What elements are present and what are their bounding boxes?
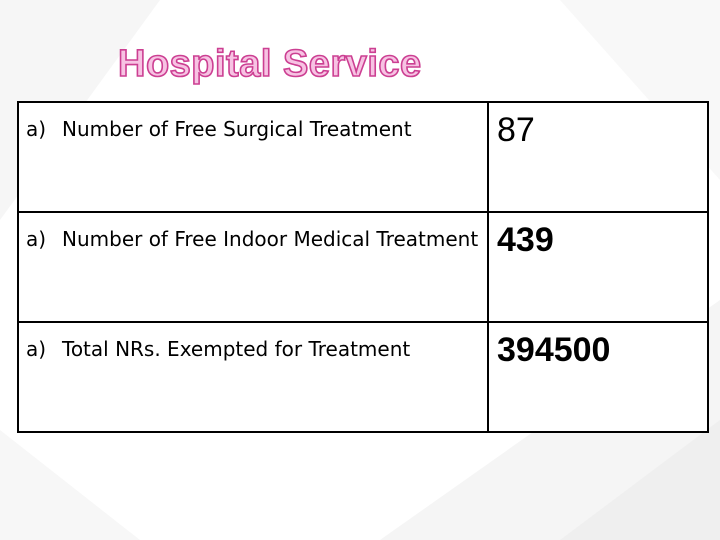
list-marker: a): [26, 337, 47, 361]
row-value-cell: 394500: [487, 321, 709, 433]
row-label: Total NRs. Exempted for Treatment: [62, 337, 411, 361]
row-label-cell: a) Number of Free Surgical Treatment: [17, 101, 489, 213]
row-label-cell: a) Number of Free Indoor Medical Treatme…: [17, 211, 489, 323]
list-marker: a): [26, 117, 47, 141]
hospital-service-table: a) Number of Free Surgical Treatment 87 …: [17, 101, 709, 433]
page-title: Hospital Service: [117, 42, 422, 86]
row-value-cell: 439: [487, 211, 709, 323]
row-label: Number of Free Surgical Treatment: [62, 117, 412, 141]
list-marker: a): [26, 227, 47, 251]
row-value: 87: [497, 111, 535, 149]
row-value-cell: 87: [487, 101, 709, 213]
row-value: 439: [497, 221, 554, 259]
table-row: a) Number of Free Indoor Medical Treatme…: [17, 211, 709, 323]
table-row: a) Total NRs. Exempted for Treatment 394…: [17, 321, 709, 433]
row-label: Number of Free Indoor Medical Treatment: [62, 227, 479, 251]
row-label-cell: a) Total NRs. Exempted for Treatment: [17, 321, 489, 433]
row-value: 394500: [497, 331, 611, 369]
table-row: a) Number of Free Surgical Treatment 87: [17, 101, 709, 213]
